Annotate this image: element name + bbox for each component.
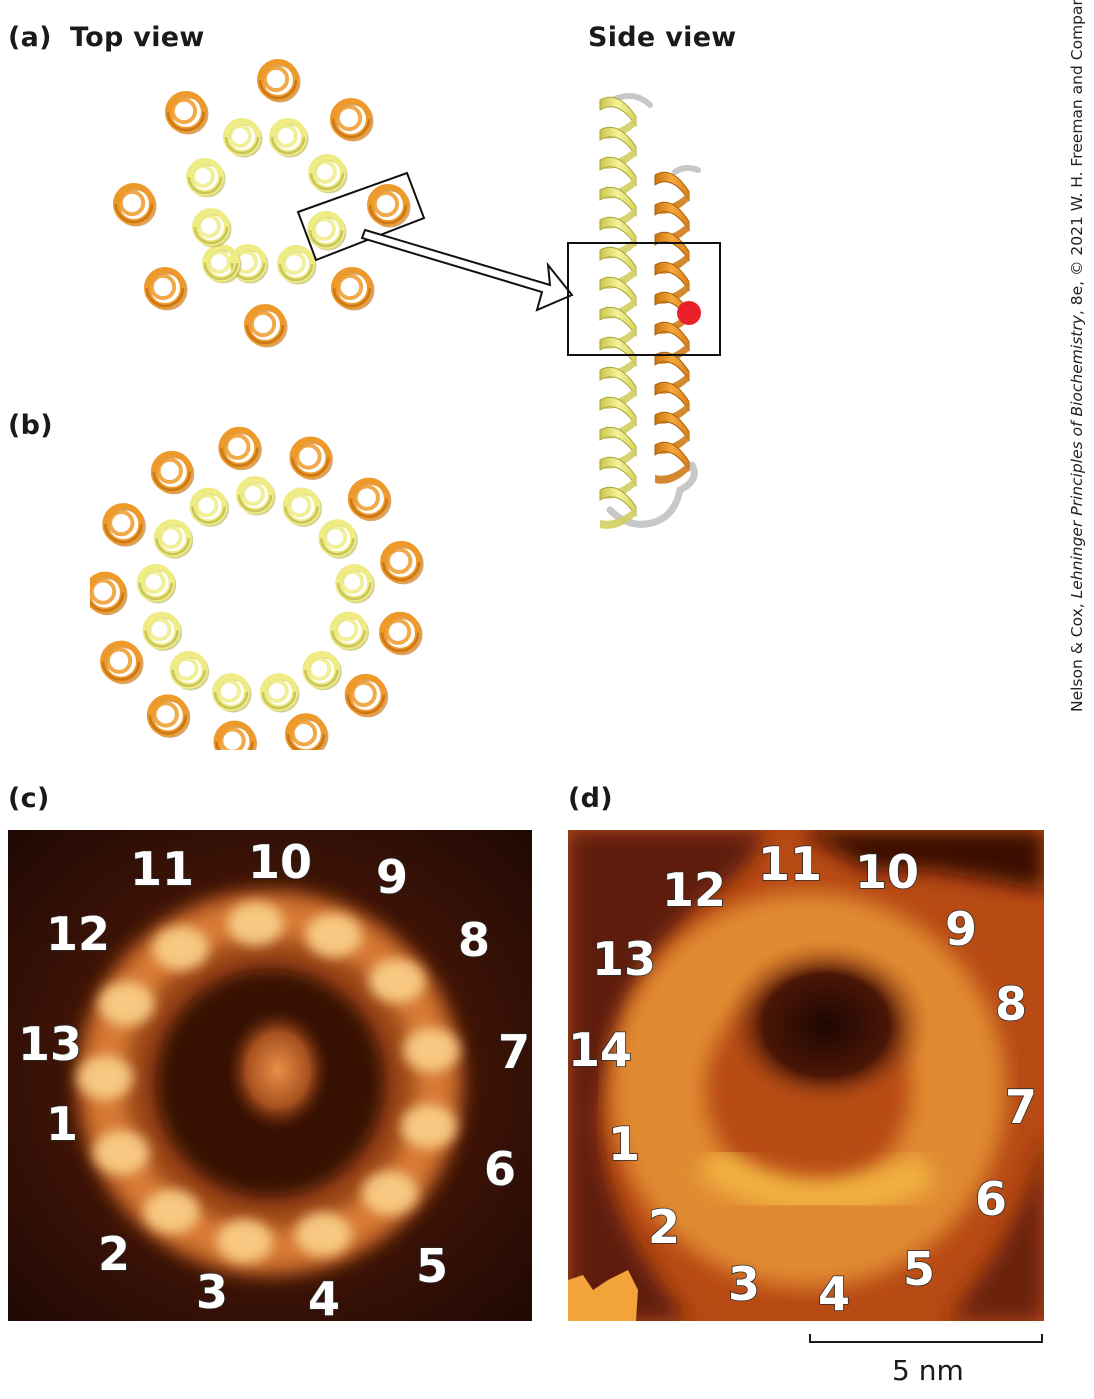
subunit-number: 10 (855, 845, 919, 899)
orange-helix (102, 503, 146, 547)
subunit-number: 11 (758, 837, 822, 891)
orange-helix (213, 720, 258, 750)
top-view-ring-b (90, 426, 424, 750)
yellow-helix-side (599, 96, 637, 529)
connecting-loop (606, 461, 698, 528)
orange-helix (380, 540, 424, 585)
yellow-helix (269, 118, 309, 158)
subunit-number: 7 (498, 1025, 530, 1079)
panel-b-label: (b) (8, 410, 53, 441)
side-view-helices (360, 93, 721, 529)
orange-helix (284, 713, 329, 750)
scale-bar-label: 5 nm (892, 1354, 964, 1387)
panel-c-label: (c) (8, 783, 50, 814)
zoom-box (567, 242, 721, 356)
yellow-helix (186, 158, 226, 198)
subunit-number: 2 (98, 1227, 130, 1281)
orange-helix (331, 267, 375, 311)
orange-helix-side (654, 171, 690, 484)
subunit-number: 12 (46, 907, 110, 961)
orange-helix (150, 450, 195, 495)
yellow-helix (153, 519, 194, 559)
panel-d-label: (d) (568, 783, 613, 814)
subunit-number: 1 (608, 1117, 640, 1171)
yellow-helix (308, 154, 348, 194)
orange-helix (146, 694, 191, 738)
subunit-number: 1 (46, 1097, 78, 1151)
orange-helix (289, 436, 333, 480)
yellow-helix (142, 611, 182, 651)
subunit-number: 5 (416, 1239, 448, 1293)
zoom-arrow (360, 228, 574, 312)
yellow-helix (282, 487, 322, 527)
copyright-credit: Nelson & Cox, Lehninger Principles of Bi… (1068, 0, 1086, 712)
subunit-number: 5 (903, 1242, 935, 1296)
yellow-helix (223, 118, 263, 158)
scale-bar (809, 1334, 1043, 1343)
yellow-helix (212, 673, 252, 713)
marker-dot (677, 301, 701, 325)
orange-helix (144, 267, 188, 311)
yellow-helix (192, 208, 232, 248)
subunit-number: 4 (818, 1267, 850, 1321)
side-view-title: Side view (588, 22, 737, 53)
subunit-number: 13 (592, 932, 656, 986)
subunit-number: 3 (196, 1265, 228, 1319)
top-view-title: Top view (70, 22, 205, 53)
yellow-helix (302, 650, 342, 691)
subunit-number: 12 (662, 863, 726, 917)
subunit-number: 3 (728, 1257, 760, 1311)
subunit-number: 8 (458, 913, 490, 967)
orange-helix (90, 571, 128, 616)
yellow-helix (236, 476, 276, 516)
subunit-number: 14 (568, 1023, 632, 1077)
yellow-helix (169, 650, 210, 691)
orange-helix (347, 477, 392, 522)
subunit-number: 6 (975, 1172, 1007, 1226)
yellow-helix (202, 244, 242, 284)
panel-a-label: (a) (8, 22, 52, 53)
subunit-number: 6 (484, 1142, 516, 1196)
subunit-number: 9 (376, 850, 408, 904)
yellow-helix (259, 673, 300, 713)
subunit-number: 13 (18, 1017, 82, 1071)
yellow-helix (329, 611, 370, 651)
subunit-number: 2 (648, 1200, 680, 1254)
orange-helix (165, 91, 209, 135)
yellow-helix (335, 563, 375, 604)
orange-helix (218, 426, 262, 471)
yellow-helix (277, 245, 317, 285)
subunit-number: 7 (1005, 1080, 1037, 1134)
orange-helix (257, 59, 301, 103)
subunit-number: 9 (945, 902, 977, 956)
yellow-helix (189, 487, 230, 527)
subunit-number: 4 (308, 1272, 340, 1321)
yellow-helix (318, 519, 358, 559)
subunit-number: 10 (248, 835, 312, 889)
orange-helix (379, 611, 423, 656)
orange-helix (244, 304, 288, 348)
yellow-helix (136, 563, 177, 604)
orange-helix (113, 183, 157, 227)
orange-helix (344, 673, 389, 718)
top-view-ring-a (113, 59, 426, 348)
orange-helix (100, 640, 144, 685)
subunit-number: 11 (130, 842, 194, 896)
yellow-helix (307, 211, 347, 251)
selection-box (296, 171, 426, 262)
orange-helix (367, 184, 411, 228)
subunit-number: 8 (995, 977, 1027, 1031)
orange-helix (330, 98, 374, 142)
